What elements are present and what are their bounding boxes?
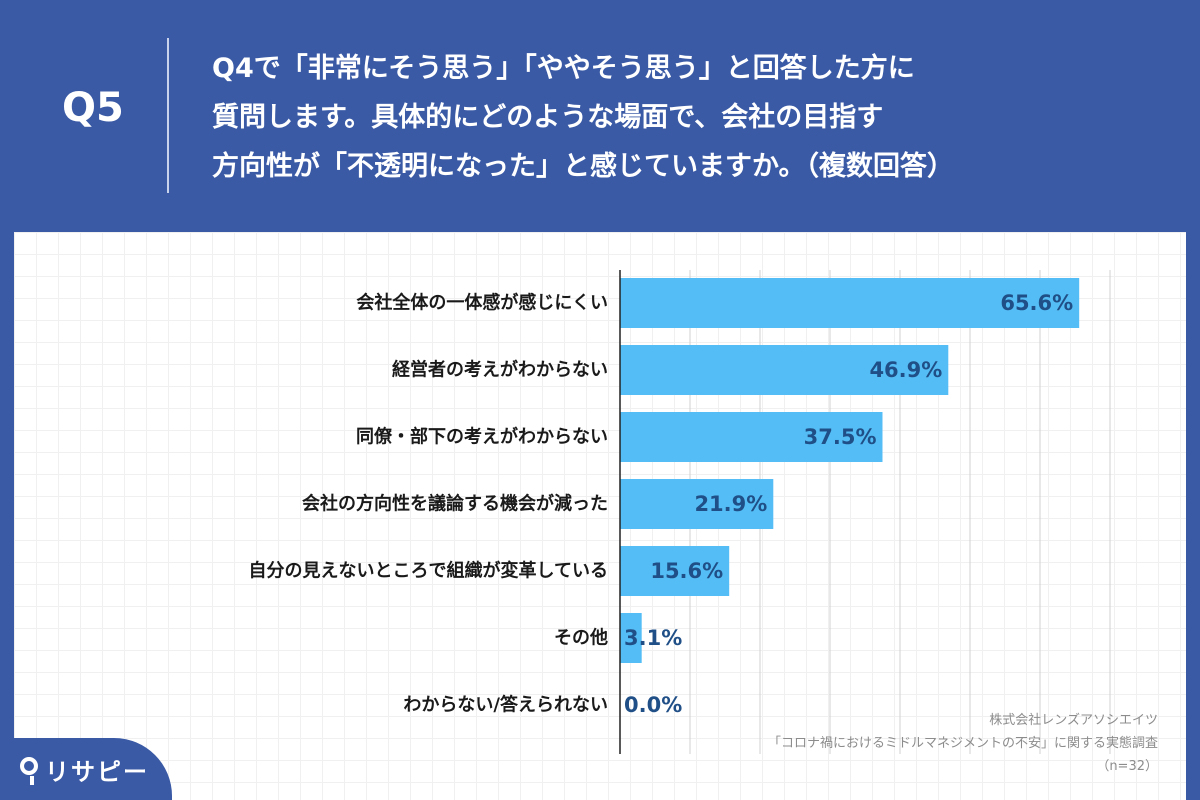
chart-panel: 会社全体の一体感が感じにくい 65.6% 経営者の考えがわからない 46.9% 同僚・部…: [14, 232, 1186, 800]
category-label: 経営者の考えがわからない: [392, 359, 608, 381]
bar-chart: 会社全体の一体感が感じにくい 65.6% 経営者の考えがわからない 46.9% 同僚・部…: [249, 270, 1111, 754]
bar: [620, 345, 949, 395]
source-company: 株式会社レンズアソシエイツ: [989, 713, 1158, 728]
value-label: 37.5%: [804, 425, 877, 449]
bar: [620, 613, 642, 663]
brand-logo: リサピー: [0, 738, 172, 800]
bar: [620, 546, 730, 596]
category-label: 会社全体の一体感が感じにくい: [356, 292, 608, 314]
question-line-2: 質問します。具体的にどのような場面で、会社の目指す: [212, 102, 884, 133]
header: Q5 Q4で「非常にそう思う」「ややそう思う」と回答した方に 質問します。具体的…: [0, 0, 1200, 232]
source-sample-size: （n=32）: [1096, 759, 1158, 774]
category-label: 同僚・部下の考えがわからない: [356, 426, 608, 448]
bar: [620, 278, 1080, 328]
question-number: Q5: [62, 85, 124, 131]
bar: [620, 479, 774, 529]
question-line-1: Q4で「非常にそう思う」「ややそう思う」と回答した方に: [212, 53, 915, 84]
source-note: 株式会社レンズアソシエイツ 「コロナ禍におけるミドルマネジメントの不安」に関する…: [768, 709, 1158, 778]
value-label: 3.1%: [624, 626, 682, 650]
value-label: 65.6%: [1000, 291, 1073, 315]
question-text: Q4で「非常にそう思う」「ややそう思う」と回答した方に 質問します。具体的にどの…: [212, 44, 1172, 191]
value-label: 0.0%: [624, 693, 682, 717]
value-label: 21.9%: [694, 492, 767, 516]
header-divider: [167, 38, 169, 193]
category-label: その他: [554, 627, 608, 649]
category-label: わからない/答えられない: [403, 694, 608, 716]
value-label: 15.6%: [650, 559, 723, 583]
bar: [620, 412, 883, 462]
brand-name: リサピー: [45, 758, 149, 786]
source-survey-title: 「コロナ禍におけるミドルマネジメントの不安」に関する実態調査: [767, 736, 1158, 751]
question-line-3: 方向性が「不透明になった」と感じていますか。（複数回答）: [212, 151, 954, 182]
value-label: 46.9%: [869, 358, 942, 382]
location-pin-icon: [20, 757, 38, 785]
category-label: 会社の方向性を議論する機会が減った: [302, 493, 608, 515]
category-label: 自分の見えないところで組織が変革している: [249, 560, 608, 582]
